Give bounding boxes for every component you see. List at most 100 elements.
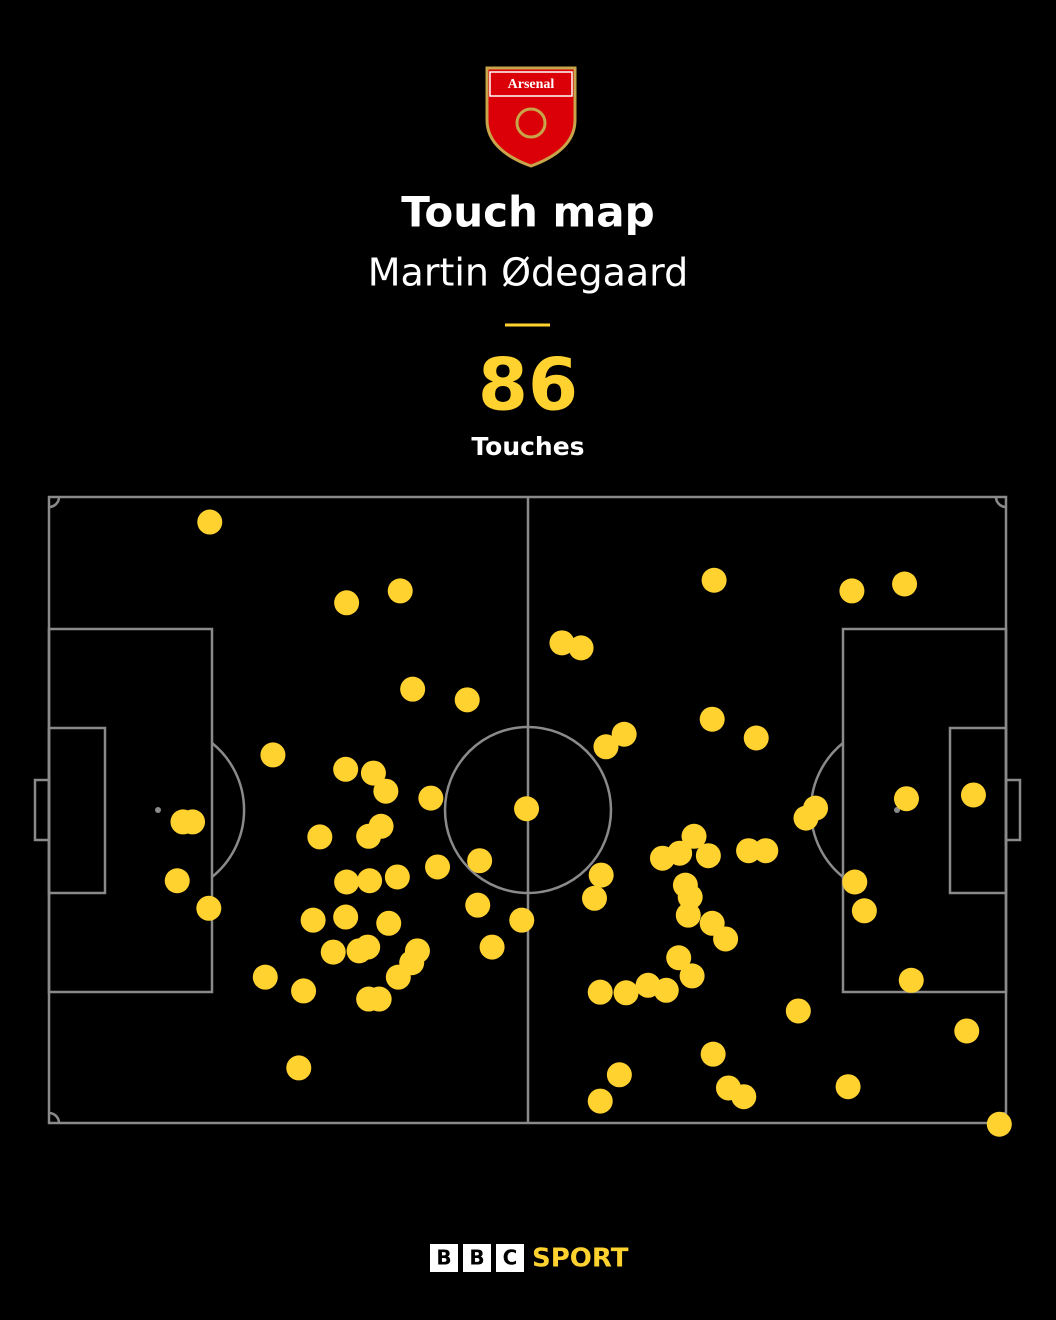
club-crest: Arsenal bbox=[485, 66, 577, 168]
crest-cannon bbox=[515, 107, 547, 139]
touch-dot bbox=[360, 760, 386, 786]
logo-letter: B bbox=[436, 1246, 451, 1270]
logo-letter: B bbox=[469, 1246, 484, 1270]
touch-dot bbox=[549, 630, 575, 656]
touch-dot bbox=[835, 1074, 861, 1100]
footer-logo: B B C SPORT bbox=[430, 1244, 629, 1274]
touch-dot bbox=[366, 986, 392, 1012]
touch-dot bbox=[736, 838, 762, 864]
touch-dot bbox=[743, 725, 769, 751]
touch-dot bbox=[164, 868, 190, 894]
touch-dot bbox=[260, 742, 286, 768]
touch-dot bbox=[613, 980, 639, 1006]
touch-dot bbox=[986, 1111, 1012, 1137]
touch-dot bbox=[196, 895, 222, 921]
goal bbox=[1004, 778, 1022, 842]
stat-label: Touches bbox=[471, 432, 584, 461]
touch-dot bbox=[793, 805, 819, 831]
touch-dot bbox=[753, 838, 779, 864]
touch-dot bbox=[893, 786, 919, 812]
centre-circle bbox=[443, 725, 613, 895]
touch-dot bbox=[581, 885, 607, 911]
touch-dot bbox=[649, 845, 675, 871]
touch-dot bbox=[653, 977, 679, 1003]
touch-dot bbox=[333, 904, 359, 930]
touch-dot bbox=[320, 939, 346, 965]
six-yard-box bbox=[47, 726, 107, 895]
touch-dot bbox=[467, 848, 493, 874]
touch-dot bbox=[677, 884, 703, 910]
touch-dot bbox=[286, 1055, 312, 1081]
touch-dot bbox=[839, 578, 865, 604]
touch-dot bbox=[180, 809, 206, 835]
touch-dot bbox=[479, 934, 505, 960]
touch-dot bbox=[357, 868, 383, 894]
crest-text: Arsenal bbox=[508, 77, 555, 92]
logo-brand: SPORT bbox=[532, 1244, 629, 1274]
touch-dot bbox=[355, 934, 381, 960]
touch-dot bbox=[385, 964, 411, 990]
subtitle: Martin Ødegaard bbox=[368, 251, 689, 295]
crest-banner bbox=[489, 71, 573, 97]
touches bbox=[164, 509, 1012, 1137]
logo-box bbox=[463, 1244, 491, 1272]
touch-dot bbox=[384, 864, 410, 890]
touch-dot bbox=[593, 734, 619, 760]
penalty-spot bbox=[155, 807, 161, 813]
touch-dot bbox=[898, 967, 924, 993]
touch-dot bbox=[701, 567, 727, 593]
touch-dot bbox=[713, 926, 739, 952]
touch-dot bbox=[376, 910, 402, 936]
touch-dot bbox=[509, 907, 535, 933]
touch-dot bbox=[252, 964, 278, 990]
corner-arcs bbox=[48, 496, 1007, 1124]
touch-dot bbox=[606, 1062, 632, 1088]
touch-dot bbox=[960, 782, 986, 808]
touch-dot bbox=[785, 998, 811, 1024]
touch-dot bbox=[700, 1041, 726, 1067]
logo-box bbox=[430, 1244, 458, 1272]
touch-dot bbox=[307, 824, 333, 850]
touch-dot bbox=[356, 823, 382, 849]
stat-value: 86 bbox=[478, 343, 578, 427]
touch-dot bbox=[892, 571, 918, 597]
touch-dot bbox=[334, 869, 360, 895]
touch-dot bbox=[454, 687, 480, 713]
logo-letter: C bbox=[503, 1246, 518, 1270]
touch-dot bbox=[695, 843, 721, 869]
touch-dot bbox=[465, 892, 491, 918]
logo-box bbox=[496, 1244, 524, 1272]
touch-dot bbox=[588, 862, 614, 888]
touch-dot bbox=[514, 796, 540, 822]
touch-dot bbox=[334, 590, 360, 616]
touch-dot bbox=[679, 963, 705, 989]
touch-dot bbox=[587, 979, 613, 1005]
touch-dot bbox=[197, 509, 223, 535]
touch-dot bbox=[681, 823, 707, 849]
goal bbox=[33, 778, 51, 842]
touch-dot bbox=[418, 785, 444, 811]
touch-dot bbox=[731, 1084, 757, 1110]
touch-dot bbox=[333, 756, 359, 782]
touch-dot bbox=[300, 907, 326, 933]
touch-dot bbox=[425, 854, 451, 880]
touch-dot bbox=[400, 676, 426, 702]
touch-dot bbox=[373, 778, 399, 804]
touch-dot bbox=[387, 578, 413, 604]
touch-dot bbox=[699, 706, 725, 732]
penalty-spot bbox=[894, 807, 900, 813]
title: Touch map bbox=[401, 188, 654, 237]
penalty-arc bbox=[211, 742, 246, 878]
touch-dot bbox=[666, 945, 692, 971]
six-yard-box bbox=[948, 726, 1008, 895]
touch-dot bbox=[587, 1088, 613, 1114]
touch-dot bbox=[568, 635, 594, 661]
touch-dot bbox=[842, 869, 868, 895]
touch-dot bbox=[675, 902, 701, 928]
touch-dot bbox=[291, 978, 317, 1004]
touch-dot bbox=[611, 721, 637, 747]
touch-dot bbox=[954, 1018, 980, 1044]
penalty-box bbox=[841, 627, 1008, 994]
